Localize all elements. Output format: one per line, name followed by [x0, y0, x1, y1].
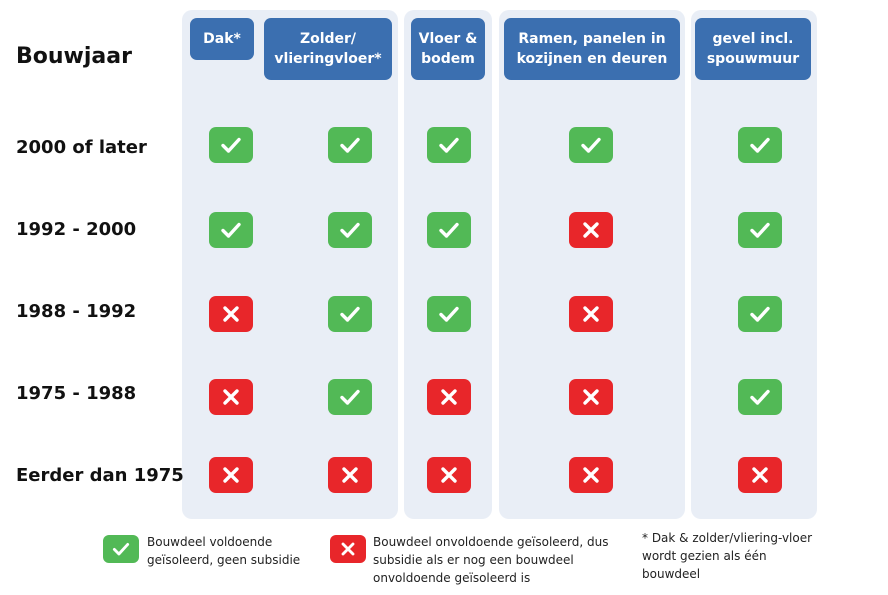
status-badge-ok	[209, 127, 253, 163]
legend-note-text: * Dak & zolder/vliering-vloer wordt gezi…	[642, 531, 813, 581]
cross-icon	[342, 467, 358, 483]
check-icon	[340, 222, 360, 238]
column-header-gevel: gevel incl. spouwmuur	[695, 18, 811, 80]
status-badge-ok	[569, 127, 613, 163]
status-badge-ok	[738, 379, 782, 415]
check-icon	[750, 306, 770, 322]
column-header-dak: Dak*	[190, 18, 254, 60]
cross-icon	[341, 542, 355, 556]
status-badge-no	[209, 457, 253, 493]
column-header-zolder: Zolder/ vlieringvloer*	[264, 18, 392, 80]
column-bg-dak-zolder	[182, 10, 398, 519]
check-icon	[221, 222, 241, 238]
check-icon	[439, 306, 459, 322]
cross-icon	[223, 467, 239, 483]
check-icon	[340, 137, 360, 153]
status-badge-ok	[427, 296, 471, 332]
legend-ok-badge	[103, 535, 139, 563]
status-badge-ok	[427, 212, 471, 248]
cross-icon	[583, 467, 599, 483]
column-bg-ramen	[499, 10, 685, 519]
check-icon	[340, 389, 360, 405]
row-label: 2000 of later	[16, 137, 147, 158]
status-badge-ok	[328, 296, 372, 332]
status-badge-no	[427, 379, 471, 415]
status-badge-ok	[328, 212, 372, 248]
check-icon	[340, 306, 360, 322]
row-label: Eerder dan 1975	[16, 465, 184, 486]
status-badge-ok	[328, 127, 372, 163]
cross-icon	[752, 467, 768, 483]
check-icon	[750, 137, 770, 153]
status-badge-no	[569, 457, 613, 493]
status-badge-no	[427, 457, 471, 493]
status-badge-ok	[328, 379, 372, 415]
check-icon	[750, 222, 770, 238]
status-badge-no	[328, 457, 372, 493]
status-badge-no	[738, 457, 782, 493]
table-title: Bouwjaar	[16, 44, 132, 69]
legend-no-badge	[330, 535, 366, 563]
row-label: 1988 - 1992	[16, 301, 137, 322]
check-icon	[439, 137, 459, 153]
column-header-ramen: Ramen, panelen in kozijnen en deuren	[504, 18, 680, 80]
row-label: 1975 - 1988	[16, 383, 137, 404]
status-badge-ok	[738, 127, 782, 163]
column-bg-gevel	[691, 10, 817, 519]
status-badge-ok	[209, 212, 253, 248]
check-icon	[750, 389, 770, 405]
check-icon	[112, 543, 130, 556]
status-badge-no	[569, 212, 613, 248]
check-icon	[439, 222, 459, 238]
status-badge-ok	[738, 212, 782, 248]
check-icon	[581, 137, 601, 153]
cross-icon	[583, 222, 599, 238]
legend-ok-text: Bouwdeel voldoende geïsoleerd, geen subs…	[147, 535, 301, 567]
status-badge-no	[569, 296, 613, 332]
status-badge-no	[209, 379, 253, 415]
cross-icon	[583, 306, 599, 322]
check-icon	[221, 137, 241, 153]
status-badge-ok	[427, 127, 471, 163]
status-badge-no	[209, 296, 253, 332]
cross-icon	[583, 389, 599, 405]
status-badge-ok	[738, 296, 782, 332]
cross-icon	[441, 389, 457, 405]
cross-icon	[223, 389, 239, 405]
cross-icon	[223, 306, 239, 322]
row-label: 1992 - 2000	[16, 219, 137, 240]
legend-no-text: Bouwdeel onvoldoende geïsoleerd, dus sub…	[373, 535, 609, 585]
column-header-vloer: Vloer & bodem	[411, 18, 485, 80]
cross-icon	[441, 467, 457, 483]
column-bg-vloer	[404, 10, 492, 519]
status-badge-no	[569, 379, 613, 415]
